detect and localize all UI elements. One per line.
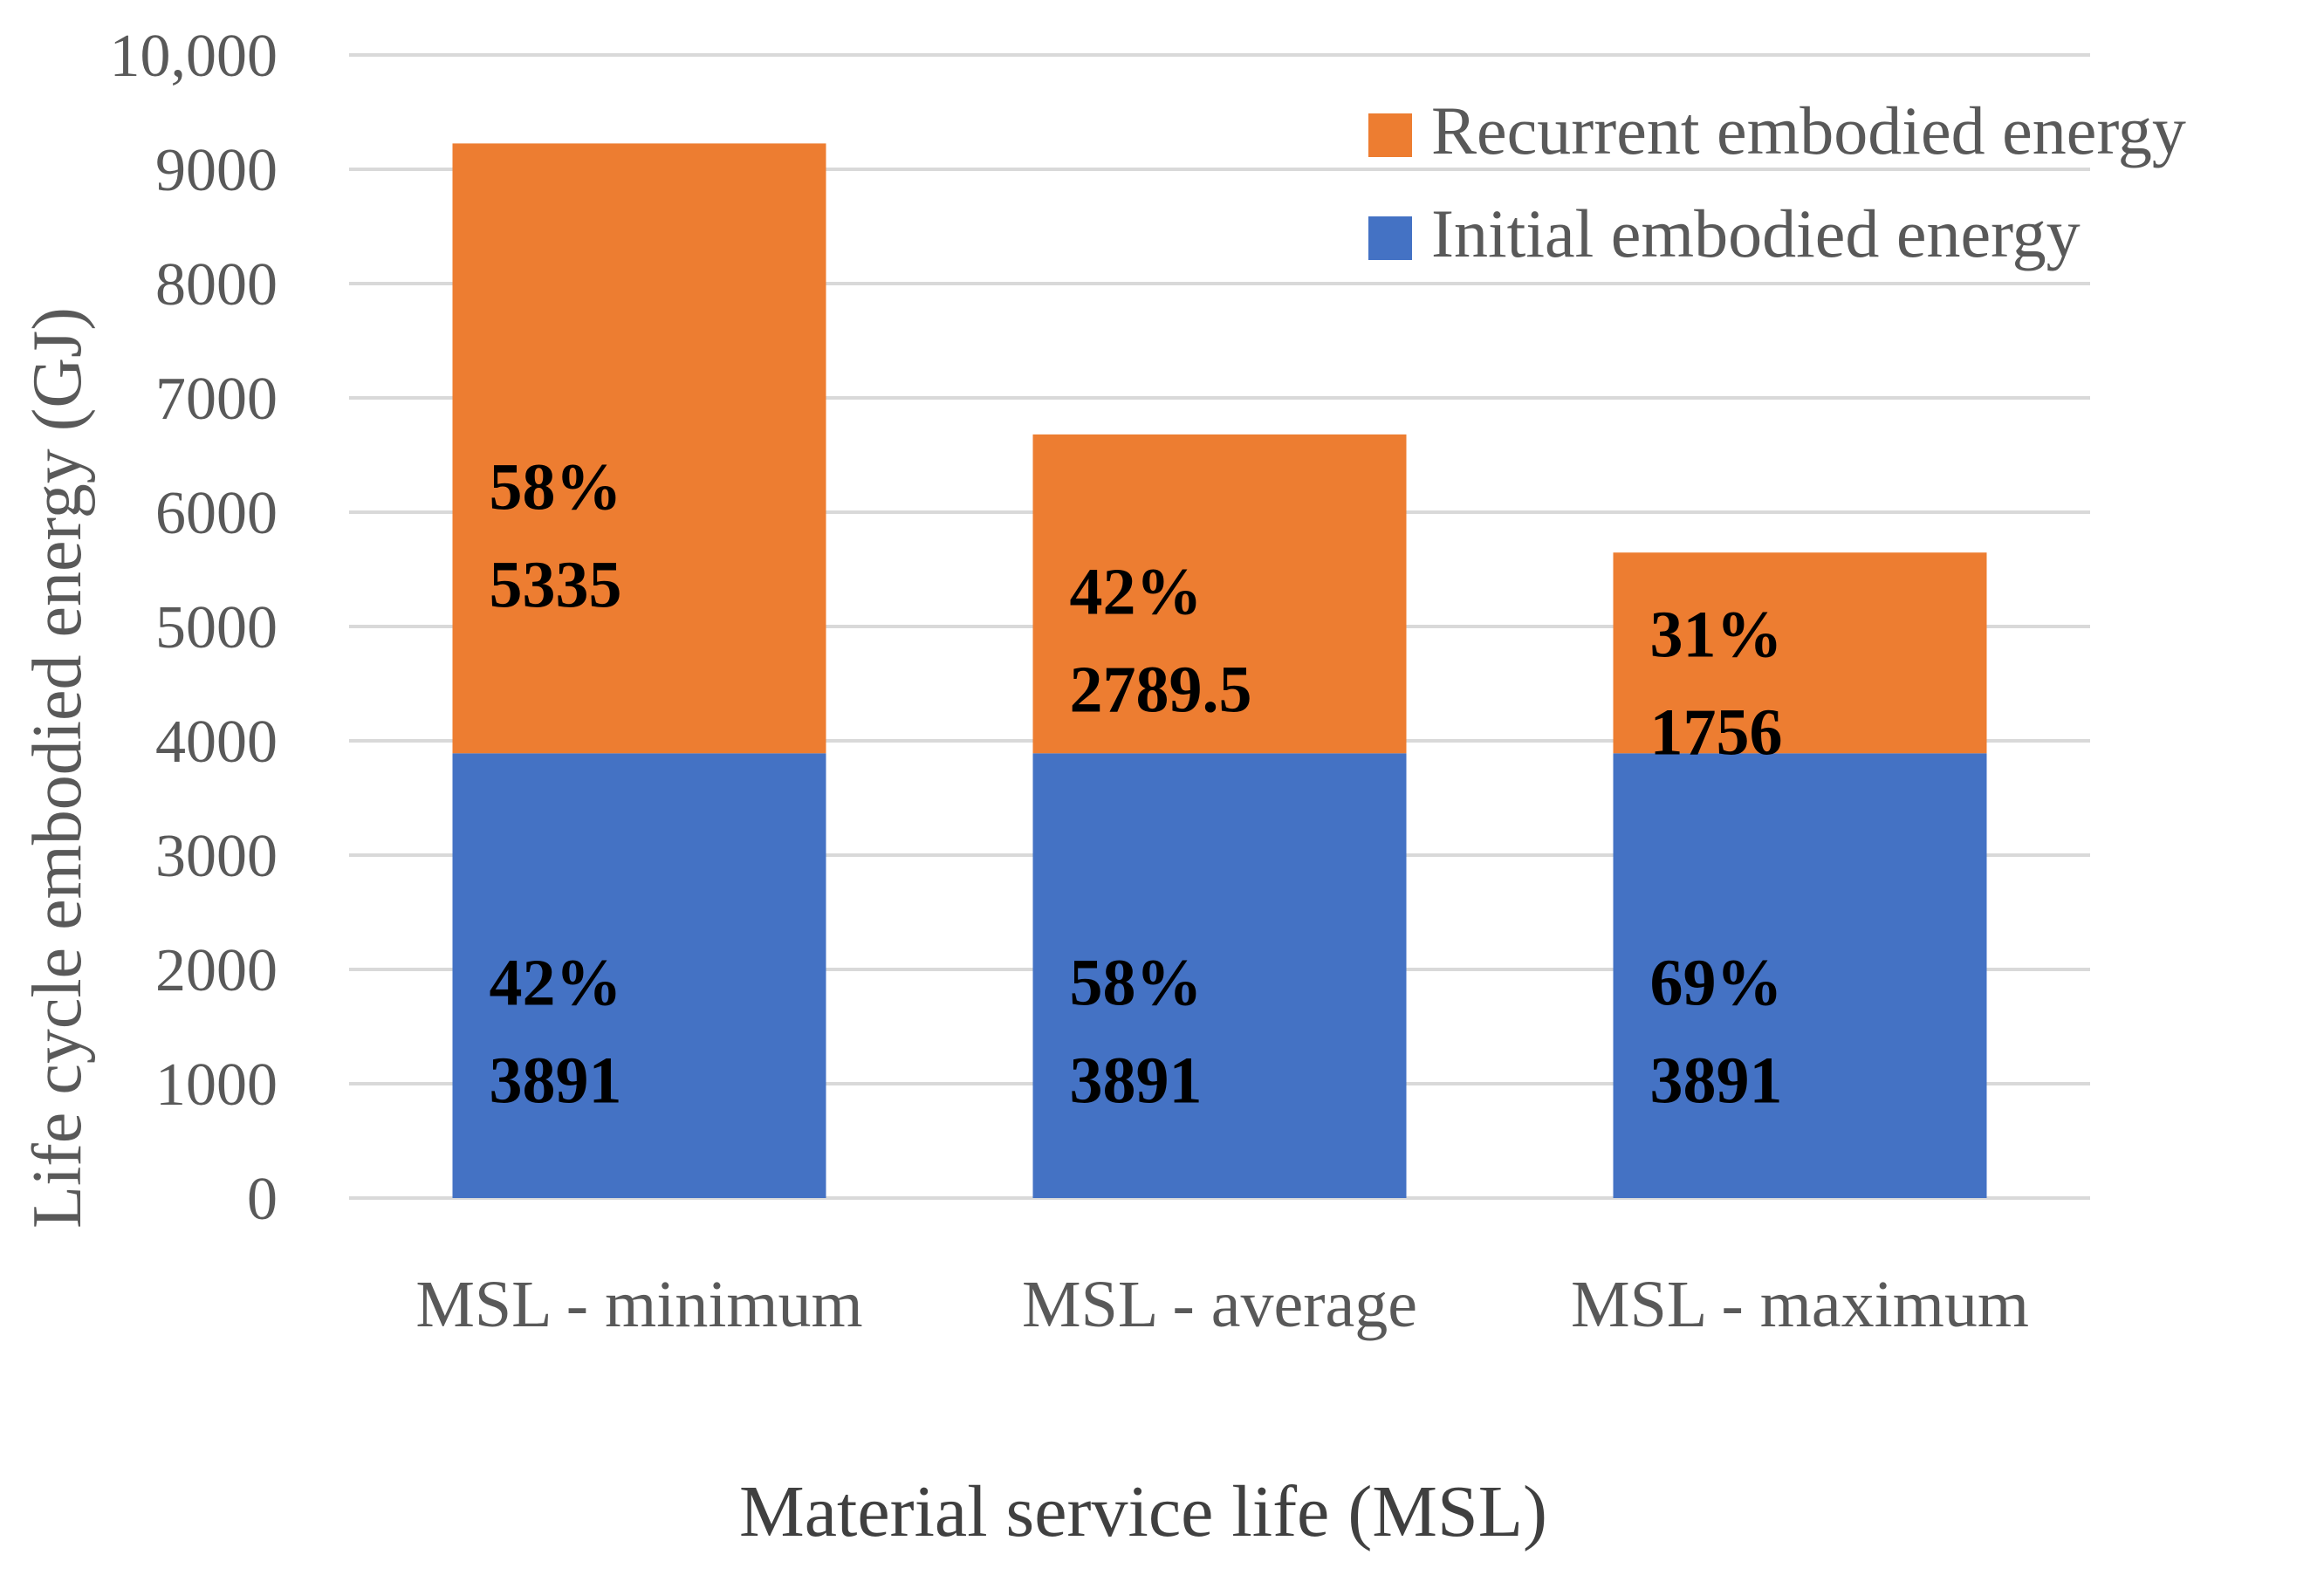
data-label-percent: 31%: [1650, 598, 1783, 671]
bar-initial: [1032, 753, 1407, 1198]
x-axis-categories: MSL - minimum MSL - average MSL - maximum: [415, 1268, 2029, 1341]
y-tick-label: 2000: [155, 937, 278, 1004]
legend-swatch: [1368, 113, 1412, 157]
legend-swatch: [1368, 216, 1412, 260]
x-category-label: MSL - maximum: [1571, 1268, 2029, 1341]
data-labels: 42% 3891 58% 5335 58% 3891 42% 2789.5 69% 3891 31%…: [490, 451, 1783, 1118]
legend-label: Recurrent embodied energy: [1431, 92, 2186, 168]
bar-initial: [452, 753, 826, 1198]
bar-recurrent: [1032, 434, 1407, 754]
data-label-percent: 42%: [490, 946, 622, 1019]
y-tick-label: 8000: [155, 251, 278, 318]
y-tick-label: 7000: [155, 366, 278, 433]
data-label-percent: 58%: [1070, 946, 1203, 1019]
y-tick-label: 3000: [155, 823, 278, 890]
y-axis-title: Life cycle embodied energy (GJ): [19, 307, 96, 1229]
legend-label: Initial embodied energy: [1431, 195, 2081, 271]
legend: Recurrent embodied energy Initial embodie…: [1368, 92, 2186, 271]
x-axis-title: Material service life (MSL): [739, 1471, 1547, 1552]
y-tick-label: 6000: [155, 480, 278, 547]
data-label-value: 2789.5: [1070, 654, 1252, 727]
bar-recurrent: [452, 143, 826, 754]
y-tick-label: 1000: [155, 1051, 278, 1119]
data-label-percent: 69%: [1650, 946, 1783, 1019]
data-label-value: 3891: [1650, 1044, 1783, 1117]
y-tick-label: 5000: [155, 594, 278, 661]
y-tick-label: 0: [247, 1166, 278, 1233]
x-category-label: MSL - average: [1022, 1268, 1417, 1341]
y-tick-label: 10,000: [110, 23, 278, 90]
data-label-percent: 58%: [490, 451, 622, 524]
y-axis-ticks: 0 1000 2000 3000 4000 5000 6000 7000 8000 9000 10,…: [110, 23, 278, 1233]
data-label-value: 3891: [1070, 1044, 1203, 1117]
y-tick-label: 9000: [155, 137, 278, 204]
bar-initial: [1613, 753, 1987, 1198]
x-category-label: MSL - minimum: [415, 1268, 862, 1341]
bars: [452, 143, 1987, 1198]
bar-recurrent: [1613, 552, 1987, 754]
data-label-value: 1756: [1650, 695, 1783, 769]
data-label-value: 3891: [490, 1044, 622, 1117]
data-label-value: 5335: [490, 549, 622, 622]
data-label-percent: 42%: [1070, 556, 1203, 629]
y-tick-label: 4000: [155, 709, 278, 776]
